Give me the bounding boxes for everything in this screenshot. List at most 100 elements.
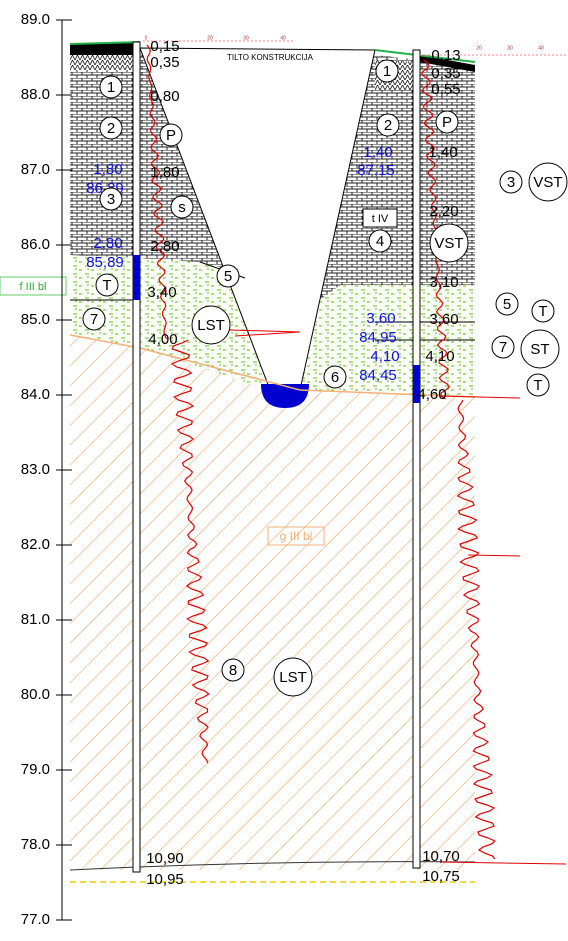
label: 10,90 <box>146 850 184 867</box>
cpt-curve <box>146 44 168 340</box>
axis-label: 85.0 <box>21 311 50 328</box>
label: 10,95 <box>146 871 184 888</box>
layer-circle <box>99 187 123 211</box>
axis-label: 88.0 <box>21 86 50 103</box>
axis-label: 78.0 <box>21 836 50 853</box>
axis-label: 79.0 <box>21 761 50 778</box>
layer-code: 8 <box>229 662 237 679</box>
layer-code: 1 <box>107 79 115 96</box>
layer-code: T <box>533 377 542 394</box>
water-level: 84,95 <box>359 329 397 346</box>
label: f III bl <box>20 281 47 293</box>
layer-circle <box>368 229 392 253</box>
layer-circle <box>531 299 555 323</box>
label: 1,80 <box>150 164 179 181</box>
label: 3,60 <box>429 311 458 328</box>
layer-code: LST <box>279 669 307 686</box>
label: 10,70 <box>422 848 460 865</box>
layer-circle <box>95 273 119 297</box>
label: 4,00 <box>148 331 177 348</box>
label: 0 <box>145 35 148 41</box>
labels: 89.0 88.0 87.0 86.0 85.0 84.0 83.0 82.0 81.0 80.0… <box>20 11 568 928</box>
layer-circle <box>221 658 245 682</box>
layer-code: VST <box>434 235 463 252</box>
layer-code: 5 <box>224 268 232 285</box>
label: 0,35 <box>150 54 179 71</box>
layer-code: 2 <box>384 117 392 134</box>
layer-circle <box>376 113 400 137</box>
label: g III bl <box>280 529 313 543</box>
water-level: 1,40 <box>363 144 392 161</box>
label: t IV <box>372 213 389 225</box>
label: 2,80 <box>150 238 179 255</box>
label: 4,60 <box>417 386 446 403</box>
water-level: 87,15 <box>357 162 395 179</box>
layer-code: VST <box>533 174 562 191</box>
layer-circle <box>170 195 194 219</box>
cpt-curve <box>456 399 496 860</box>
layer-code: 6 <box>331 369 339 386</box>
layer-circle <box>99 75 123 99</box>
label: 2,20 <box>429 203 458 220</box>
water-level: 85,89 <box>86 254 124 271</box>
label: 0,35 <box>431 65 460 82</box>
layer-code: 2 <box>107 120 115 137</box>
layer-code: LST <box>197 317 225 334</box>
label: 0,15 <box>150 38 179 55</box>
water-level: 2,80 <box>93 235 122 252</box>
axis-label: 87.0 <box>21 161 50 178</box>
label: 40 <box>538 45 544 51</box>
label: 20 <box>476 45 482 51</box>
layer-code: 7 <box>499 339 507 356</box>
layer-circle <box>323 365 347 389</box>
label: 10,75 <box>422 868 460 885</box>
layer-code: 1 <box>383 63 391 80</box>
layer-circle <box>499 170 523 194</box>
layer-circle <box>273 657 313 697</box>
layer-code: 3 <box>107 191 115 208</box>
water-level: 4,10 <box>370 348 399 365</box>
label: 0,13 <box>431 47 460 64</box>
label: 0,55 <box>431 81 460 98</box>
layer-circle <box>191 305 231 345</box>
cpt-spike <box>229 329 567 865</box>
label: 30 <box>243 35 249 41</box>
layer-circle <box>375 59 399 83</box>
label: 20 <box>207 35 213 41</box>
layer-circle <box>528 162 568 202</box>
layer-circle <box>526 373 550 397</box>
layer-circle <box>429 223 469 263</box>
layer-code: T <box>538 303 547 320</box>
label: 30 <box>507 45 513 51</box>
layer-circle <box>520 329 560 369</box>
axis-label: 81.0 <box>21 611 50 628</box>
axis-label: 86.0 <box>21 236 50 253</box>
axis-label: 83.0 <box>21 461 50 478</box>
layer-code: 7 <box>90 311 98 328</box>
layer-code: s <box>178 199 186 216</box>
layer-code: P <box>166 127 176 144</box>
layer-circle <box>159 123 183 147</box>
layer-code: 4 <box>376 233 384 250</box>
cpt-curve <box>170 339 210 764</box>
layer-code: 3 <box>507 174 515 191</box>
layer-circle <box>82 307 106 331</box>
layer-code: P <box>442 114 452 131</box>
water-level: 1,80 <box>93 161 122 178</box>
label: 4,10 <box>425 348 454 365</box>
axis-label: 89.0 <box>21 11 50 28</box>
layer-circle <box>491 335 515 359</box>
label: 1,40 <box>428 144 457 161</box>
layer-circle <box>99 116 123 140</box>
water-level: 3,60 <box>366 310 395 327</box>
label: 40 <box>280 35 286 41</box>
layer-circle <box>216 264 240 288</box>
label: 3,10 <box>429 274 458 291</box>
axis-label: 82.0 <box>21 536 50 553</box>
layer-code: T <box>102 277 111 294</box>
label: TILTO KONSTRUKCIJA <box>227 53 314 62</box>
label: 0,80 <box>150 88 179 105</box>
axis-label: 77.0 <box>21 911 50 928</box>
layer-code: 5 <box>503 296 511 313</box>
